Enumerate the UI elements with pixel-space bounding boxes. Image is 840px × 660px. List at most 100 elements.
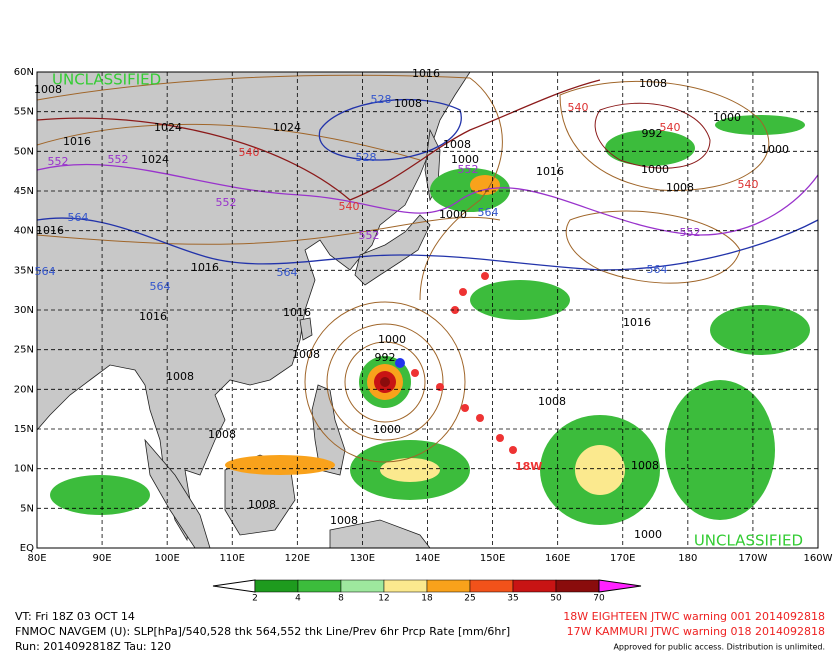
colorbar-swatch	[383, 579, 428, 593]
precip-area	[470, 280, 570, 320]
footer-line: Run: 2014092818Z Tau: 120	[15, 640, 171, 653]
contour-label: 1008	[330, 514, 358, 527]
colorbar-swatch	[512, 579, 557, 593]
lat-label: 40N	[14, 226, 34, 237]
thickness-564	[36, 217, 819, 271]
contour-label: 992	[375, 351, 396, 364]
storm-center	[395, 358, 405, 368]
contour-labels: 1008 1016 1024 1024 1024 1016 1008 1008 1000 1016…	[34, 67, 789, 541]
isobar	[36, 74, 471, 101]
precip-area	[50, 475, 150, 515]
lon-label: 100E	[154, 553, 179, 564]
thickness-552	[36, 163, 819, 236]
colorbar-swatch	[469, 579, 514, 593]
contour-label: 1000	[439, 208, 467, 221]
contour-label: 1008	[292, 348, 320, 361]
contour-label: 1024	[141, 153, 169, 166]
colorbar-label: 70	[593, 594, 605, 604]
lon-label: 120E	[285, 553, 310, 564]
isobar	[36, 216, 501, 245]
contour-label: 1000	[713, 111, 741, 124]
contour-label: 1000	[373, 423, 401, 436]
colorbar-swatch	[555, 579, 600, 593]
contour-label: 1008	[666, 181, 694, 194]
track-point	[496, 434, 504, 442]
notice: Approved for public access. Distribution…	[613, 643, 825, 652]
typhoon-rain	[380, 377, 390, 387]
isobar	[36, 123, 421, 161]
colorbar-label: 25	[464, 594, 475, 604]
contour-label: 540	[660, 121, 681, 134]
colorbar-label: 12	[378, 594, 389, 604]
lat-label: 35N	[14, 265, 34, 276]
isobar	[304, 301, 466, 463]
contour-label: 552	[216, 196, 237, 209]
lat-label: 25N	[14, 345, 34, 356]
precipitation	[50, 115, 810, 525]
lon-label: 110E	[220, 553, 245, 564]
classification-bottom: UNCLASSIFIED	[694, 532, 803, 550]
storm-label: 18W	[515, 460, 542, 473]
isobar	[419, 77, 503, 301]
colorbar-label: 50	[550, 594, 562, 604]
colorbar-swatch	[254, 579, 299, 593]
lon-label: 180	[678, 553, 697, 564]
contour-label: 1016	[63, 135, 91, 148]
contour-label: 552	[680, 226, 701, 239]
lon-label: 160E	[545, 553, 570, 564]
colorbar-swatch	[297, 579, 342, 593]
new-guinea	[329, 519, 431, 549]
contours	[36, 74, 819, 463]
lat-label: 10N	[14, 464, 34, 475]
lon-label: 80E	[27, 553, 46, 564]
precip-area	[665, 380, 775, 520]
classification-top: UNCLASSIFIED	[52, 71, 161, 89]
contour-label: 1024	[154, 121, 182, 134]
contour-label: 1000	[634, 528, 662, 541]
track-point	[411, 369, 419, 377]
footer: VT: Fri 18Z 03 OCT 14 FNMOC NAVGEM (U): S…	[15, 610, 825, 653]
contour-label: 1016	[283, 306, 311, 319]
track-point	[461, 404, 469, 412]
lat-label: 60N	[14, 67, 34, 78]
contour-label: 540	[339, 200, 360, 213]
contour-label: 1008	[394, 97, 422, 110]
track-point	[459, 288, 467, 296]
contour-label: 1016	[191, 261, 219, 274]
precip-area	[605, 130, 695, 166]
warning-line: 18W EIGHTEEN JTWC warning 001 2014092818	[563, 610, 825, 623]
isobar	[565, 210, 741, 284]
contour-label: 1016	[139, 310, 167, 323]
taiwan	[299, 317, 313, 341]
lon-label: 150E	[480, 553, 505, 564]
lat-label: 50N	[14, 146, 34, 157]
contour-label: 1008	[248, 498, 276, 511]
lon-label: 170W	[738, 553, 767, 564]
contour-label: 540	[738, 178, 759, 191]
lon-label: 130E	[350, 553, 375, 564]
contour-label: 1016	[36, 224, 64, 237]
contour-label: 992	[642, 127, 663, 140]
track-point	[476, 414, 484, 422]
isobar	[594, 102, 711, 169]
contour-label: 1008	[166, 370, 194, 383]
contour-label: 552	[108, 153, 129, 166]
colorbar: 2 4 8 12 18 25 35 50 70	[212, 579, 642, 604]
japan	[354, 214, 431, 286]
contour-label: 552	[458, 163, 479, 176]
track-point	[509, 446, 517, 454]
contour-label: 552	[359, 229, 380, 242]
footer-line: FNMOC NAVGEM (U): SLP[hPa]/540,528 thk 5…	[15, 625, 510, 638]
contour-label: 1008	[443, 138, 471, 151]
precip-area	[380, 458, 440, 482]
map-frame	[36, 71, 819, 549]
contour-label: 564	[647, 263, 668, 276]
contour-label: 540	[568, 101, 589, 114]
contour-label: 1008	[639, 77, 667, 90]
warning-line: 17W KAMMURI JTWC warning 018 2014092818	[567, 625, 825, 638]
contour-label: 564	[478, 206, 499, 219]
colorbar-label: 35	[507, 594, 518, 604]
lat-label: 20N	[14, 384, 34, 395]
isobar	[559, 80, 770, 191]
